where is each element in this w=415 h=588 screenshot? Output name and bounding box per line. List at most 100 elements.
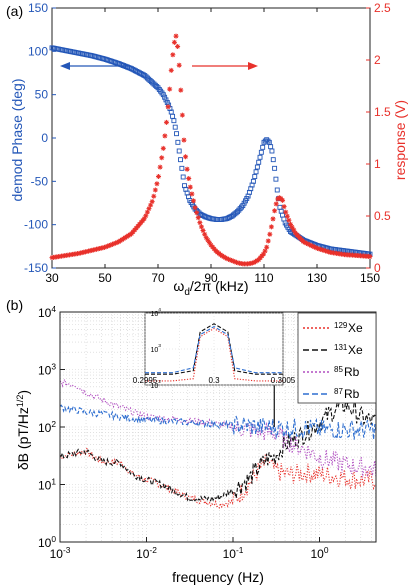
x-tick-label: 50 <box>98 271 112 285</box>
b-x-tick-label: 100 <box>310 545 328 561</box>
left-tick-label: -50 <box>31 174 49 188</box>
response-point <box>151 193 157 199</box>
response-point <box>189 191 195 197</box>
response-point <box>192 205 198 211</box>
response-point <box>205 237 211 243</box>
svg-text:Rb: Rb <box>344 387 360 401</box>
response-point <box>206 240 212 246</box>
phase-point <box>237 206 243 212</box>
response-point <box>270 216 276 222</box>
phase-point <box>258 149 264 155</box>
panel-b-ticks: 10-3 10-2 10-1 100 100 101 102 103 104 <box>38 304 329 561</box>
inset-series-line <box>145 327 283 382</box>
panel-a-left-ylabel: demod Phase (deg) <box>9 79 25 202</box>
phase-point <box>273 176 279 182</box>
phase-point <box>278 208 284 214</box>
b-x-tick-label: 10-3 <box>50 545 71 561</box>
phase-point <box>139 71 145 77</box>
phase-point <box>257 154 263 160</box>
svg-text:87: 87 <box>334 387 343 396</box>
response-point <box>103 244 109 250</box>
panel-a-x-ticks: 30 50 70 90 110 130 150 <box>45 8 380 285</box>
response-point <box>176 62 182 68</box>
x-tick-label: 90 <box>204 271 218 285</box>
response-point <box>305 241 311 247</box>
response-point <box>307 242 313 248</box>
response-point <box>267 231 273 237</box>
response-point <box>181 137 187 143</box>
response-point <box>230 258 236 264</box>
response-point <box>367 254 373 260</box>
phase-point <box>162 94 168 100</box>
phase-point <box>170 113 176 119</box>
response-point <box>191 198 197 204</box>
phase-point <box>265 138 271 144</box>
phase-point <box>154 84 160 89</box>
phase-point <box>216 217 222 222</box>
phase-point <box>268 144 274 150</box>
phase-point <box>270 157 276 163</box>
response-point <box>148 202 154 208</box>
response-point <box>156 173 162 179</box>
legend-entry-rb85: 85 Rb <box>303 365 360 379</box>
series-131Xe <box>59 396 377 503</box>
phase-point <box>235 209 240 215</box>
response-point <box>262 248 268 254</box>
left-tick-label: 0 <box>41 131 48 145</box>
svg-text:Xe: Xe <box>348 343 363 357</box>
inset-y-tick-label: 104 <box>150 307 161 318</box>
inset-series <box>145 323 283 382</box>
panel-a-response-series <box>49 33 373 267</box>
response-point <box>268 224 274 230</box>
response-point <box>184 166 190 172</box>
right-tick-label: 0.5 <box>374 209 391 223</box>
panel-b-label: (b) <box>6 297 23 313</box>
response-point <box>224 256 230 262</box>
response-point <box>264 244 270 250</box>
response-point <box>265 238 271 244</box>
response-point <box>111 241 117 247</box>
svg-text:129: 129 <box>334 321 348 330</box>
response-point <box>260 251 266 257</box>
panel-a-frame <box>51 7 371 269</box>
panel-a-plot: -150 -100 -50 0 50 100 150 0 0.5 1 1.5 2 2.5 30 50 70… <box>24 1 391 285</box>
panel-b-xlabel: frequency (Hz) <box>172 569 264 585</box>
response-point <box>187 184 193 190</box>
response-point <box>113 240 119 246</box>
right-tick-label: 1 <box>374 157 381 171</box>
phase-point <box>175 139 181 145</box>
response-point <box>171 39 177 45</box>
inset-y-tick-label: 103 <box>150 343 161 354</box>
response-point <box>144 209 150 215</box>
response-point <box>152 187 158 193</box>
phase-point <box>239 204 244 210</box>
left-tick-label: 50 <box>35 88 49 102</box>
phase-point <box>260 144 266 150</box>
response-point <box>186 176 192 182</box>
phase-point <box>277 204 283 210</box>
panel-a-phase-series <box>49 45 373 257</box>
response-point <box>273 201 279 207</box>
left-tick-label: -150 <box>24 261 48 275</box>
response-point <box>302 239 308 245</box>
panel-b-plot: 10-3 10-2 10-1 100 100 101 102 103 104 0.2995 0.3… <box>38 304 377 561</box>
response-point <box>225 256 231 262</box>
response-point <box>173 33 179 39</box>
response-point <box>167 86 173 92</box>
left-arrow <box>60 62 128 70</box>
response-point <box>149 199 155 205</box>
inset-y-tick-label: 102 <box>150 379 161 390</box>
response-point <box>276 195 282 201</box>
response-point <box>233 259 239 265</box>
phase-point <box>178 157 183 163</box>
response-point <box>303 240 309 246</box>
svg-text:Rb: Rb <box>344 365 360 379</box>
response-point <box>106 243 112 249</box>
response-point <box>143 213 149 219</box>
response-point <box>281 204 287 210</box>
response-point <box>280 197 286 203</box>
right-tick-label: 2.5 <box>374 1 391 15</box>
response-point <box>227 257 233 263</box>
response-point <box>146 206 152 212</box>
phase-point <box>179 165 185 171</box>
